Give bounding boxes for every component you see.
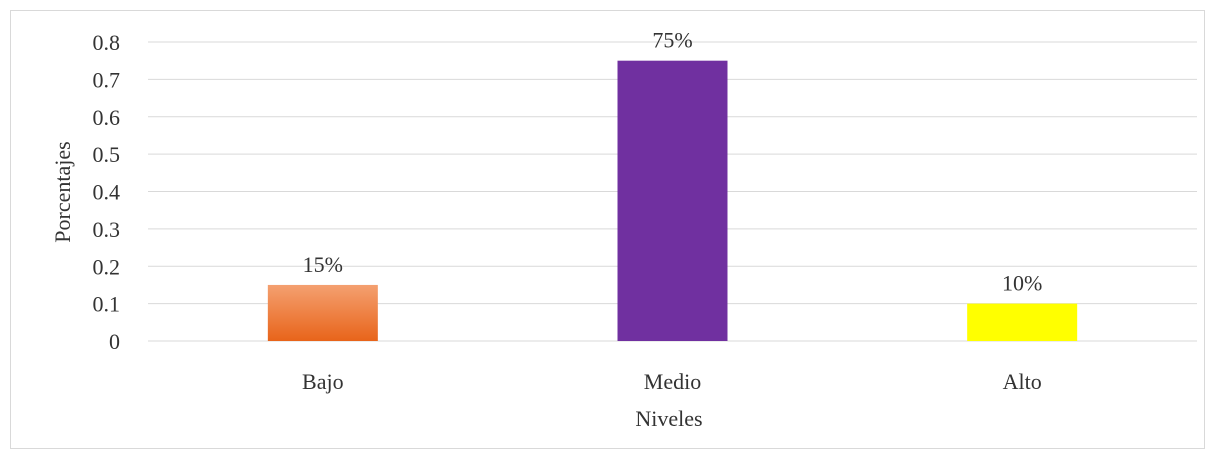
y-axis-title: Porcentajes bbox=[50, 141, 75, 242]
y-tick-label: 0 bbox=[109, 329, 120, 354]
y-tick-label: 0.5 bbox=[93, 142, 121, 167]
x-category-label-bajo: Bajo bbox=[302, 369, 344, 394]
data-label-bajo: 15% bbox=[303, 252, 343, 277]
y-tick-label: 0.2 bbox=[93, 254, 121, 279]
data-label-alto: 10% bbox=[1002, 271, 1042, 296]
x-category-label-medio: Medio bbox=[644, 369, 701, 394]
bars bbox=[267, 60, 1078, 341]
y-tick-label: 0.4 bbox=[93, 180, 121, 205]
y-tick-label: 0.7 bbox=[93, 67, 121, 92]
data-labels: 15% 75% 10% bbox=[303, 28, 1043, 296]
chart-frame bbox=[10, 10, 1205, 449]
x-category-label-alto: Alto bbox=[1003, 369, 1042, 394]
x-axis-categories: Bajo Medio Alto bbox=[302, 369, 1042, 394]
y-tick-label: 0.6 bbox=[93, 105, 121, 130]
y-tick-label: 0.8 bbox=[93, 30, 121, 55]
bar-bajo bbox=[267, 284, 378, 341]
bar-alto bbox=[967, 303, 1078, 341]
x-axis-title: Niveles bbox=[635, 406, 702, 431]
y-tick-label: 0.1 bbox=[93, 292, 121, 317]
y-tick-label: 0.3 bbox=[93, 217, 121, 242]
data-label-medio: 75% bbox=[652, 28, 692, 53]
bar-medio bbox=[617, 60, 728, 341]
y-axis-ticks: 0 0.1 0.2 0.3 0.4 0.5 0.6 0.7 0.8 bbox=[93, 30, 121, 354]
